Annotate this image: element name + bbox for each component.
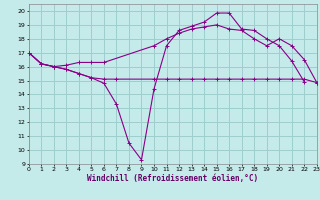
X-axis label: Windchill (Refroidissement éolien,°C): Windchill (Refroidissement éolien,°C) [87, 174, 258, 183]
